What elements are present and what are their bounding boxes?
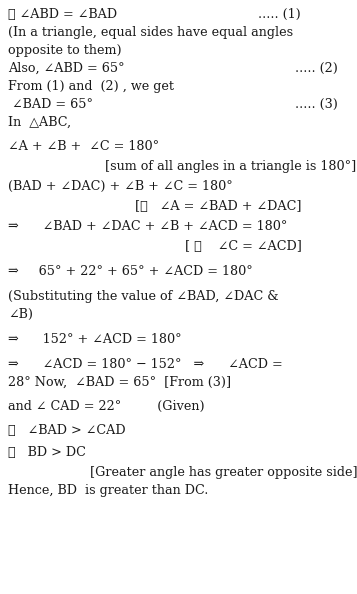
Text: Also, ∠ABD = 65°: Also, ∠ABD = 65° bbox=[8, 62, 125, 75]
Text: ⇒      152° + ∠ACD = 180°: ⇒ 152° + ∠ACD = 180° bbox=[8, 333, 182, 346]
Text: (In a triangle, equal sides have equal angles: (In a triangle, equal sides have equal a… bbox=[8, 26, 293, 39]
Text: ∠BAD = 65°: ∠BAD = 65° bbox=[8, 98, 93, 111]
Text: ∴   BD > DC: ∴ BD > DC bbox=[8, 446, 86, 459]
Text: ∠A + ∠B +  ∠C = 180°: ∠A + ∠B + ∠C = 180° bbox=[8, 140, 159, 153]
Text: [∵   ∠A = ∠BAD + ∠DAC]: [∵ ∠A = ∠BAD + ∠DAC] bbox=[135, 200, 302, 213]
Text: ∴   ∠BAD > ∠CAD: ∴ ∠BAD > ∠CAD bbox=[8, 424, 126, 437]
Text: [Greater angle has greater opposite side]: [Greater angle has greater opposite side… bbox=[90, 466, 357, 479]
Text: Hence, BD  is greater than DC.: Hence, BD is greater than DC. bbox=[8, 484, 208, 497]
Text: [sum of all angles in a triangle is 180°]: [sum of all angles in a triangle is 180°… bbox=[105, 160, 356, 173]
Text: opposite to them): opposite to them) bbox=[8, 44, 122, 57]
Text: From (1) and  (2) , we get: From (1) and (2) , we get bbox=[8, 80, 174, 93]
Text: ∠B): ∠B) bbox=[8, 308, 33, 321]
Text: (Substituting the value of ∠BAD, ∠DAC &: (Substituting the value of ∠BAD, ∠DAC & bbox=[8, 290, 278, 303]
Text: (BAD + ∠DAC) + ∠B + ∠C = 180°: (BAD + ∠DAC) + ∠B + ∠C = 180° bbox=[8, 180, 233, 193]
Text: ..... (1): ..... (1) bbox=[258, 8, 301, 21]
Text: In  △ABC,: In △ABC, bbox=[8, 116, 71, 129]
Text: ..... (2): ..... (2) bbox=[295, 62, 338, 75]
Text: ⇒      ∠BAD + ∠DAC + ∠B + ∠ACD = 180°: ⇒ ∠BAD + ∠DAC + ∠B + ∠ACD = 180° bbox=[8, 220, 287, 233]
Text: ∴ ∠ABD = ∠BAD: ∴ ∠ABD = ∠BAD bbox=[8, 8, 117, 21]
Text: 28° Now,  ∠BAD = 65°  [From (3)]: 28° Now, ∠BAD = 65° [From (3)] bbox=[8, 376, 231, 389]
Text: and ∠ CAD = 22°         (Given): and ∠ CAD = 22° (Given) bbox=[8, 400, 205, 413]
Text: ⇒      ∠ACD = 180° − 152°   ⇒      ∠ACD =: ⇒ ∠ACD = 180° − 152° ⇒ ∠ACD = bbox=[8, 358, 283, 371]
Text: ⇒     65° + 22° + 65° + ∠ACD = 180°: ⇒ 65° + 22° + 65° + ∠ACD = 180° bbox=[8, 265, 253, 278]
Text: ..... (3): ..... (3) bbox=[295, 98, 338, 111]
Text: [ ∵    ∠C = ∠ACD]: [ ∵ ∠C = ∠ACD] bbox=[185, 240, 302, 253]
